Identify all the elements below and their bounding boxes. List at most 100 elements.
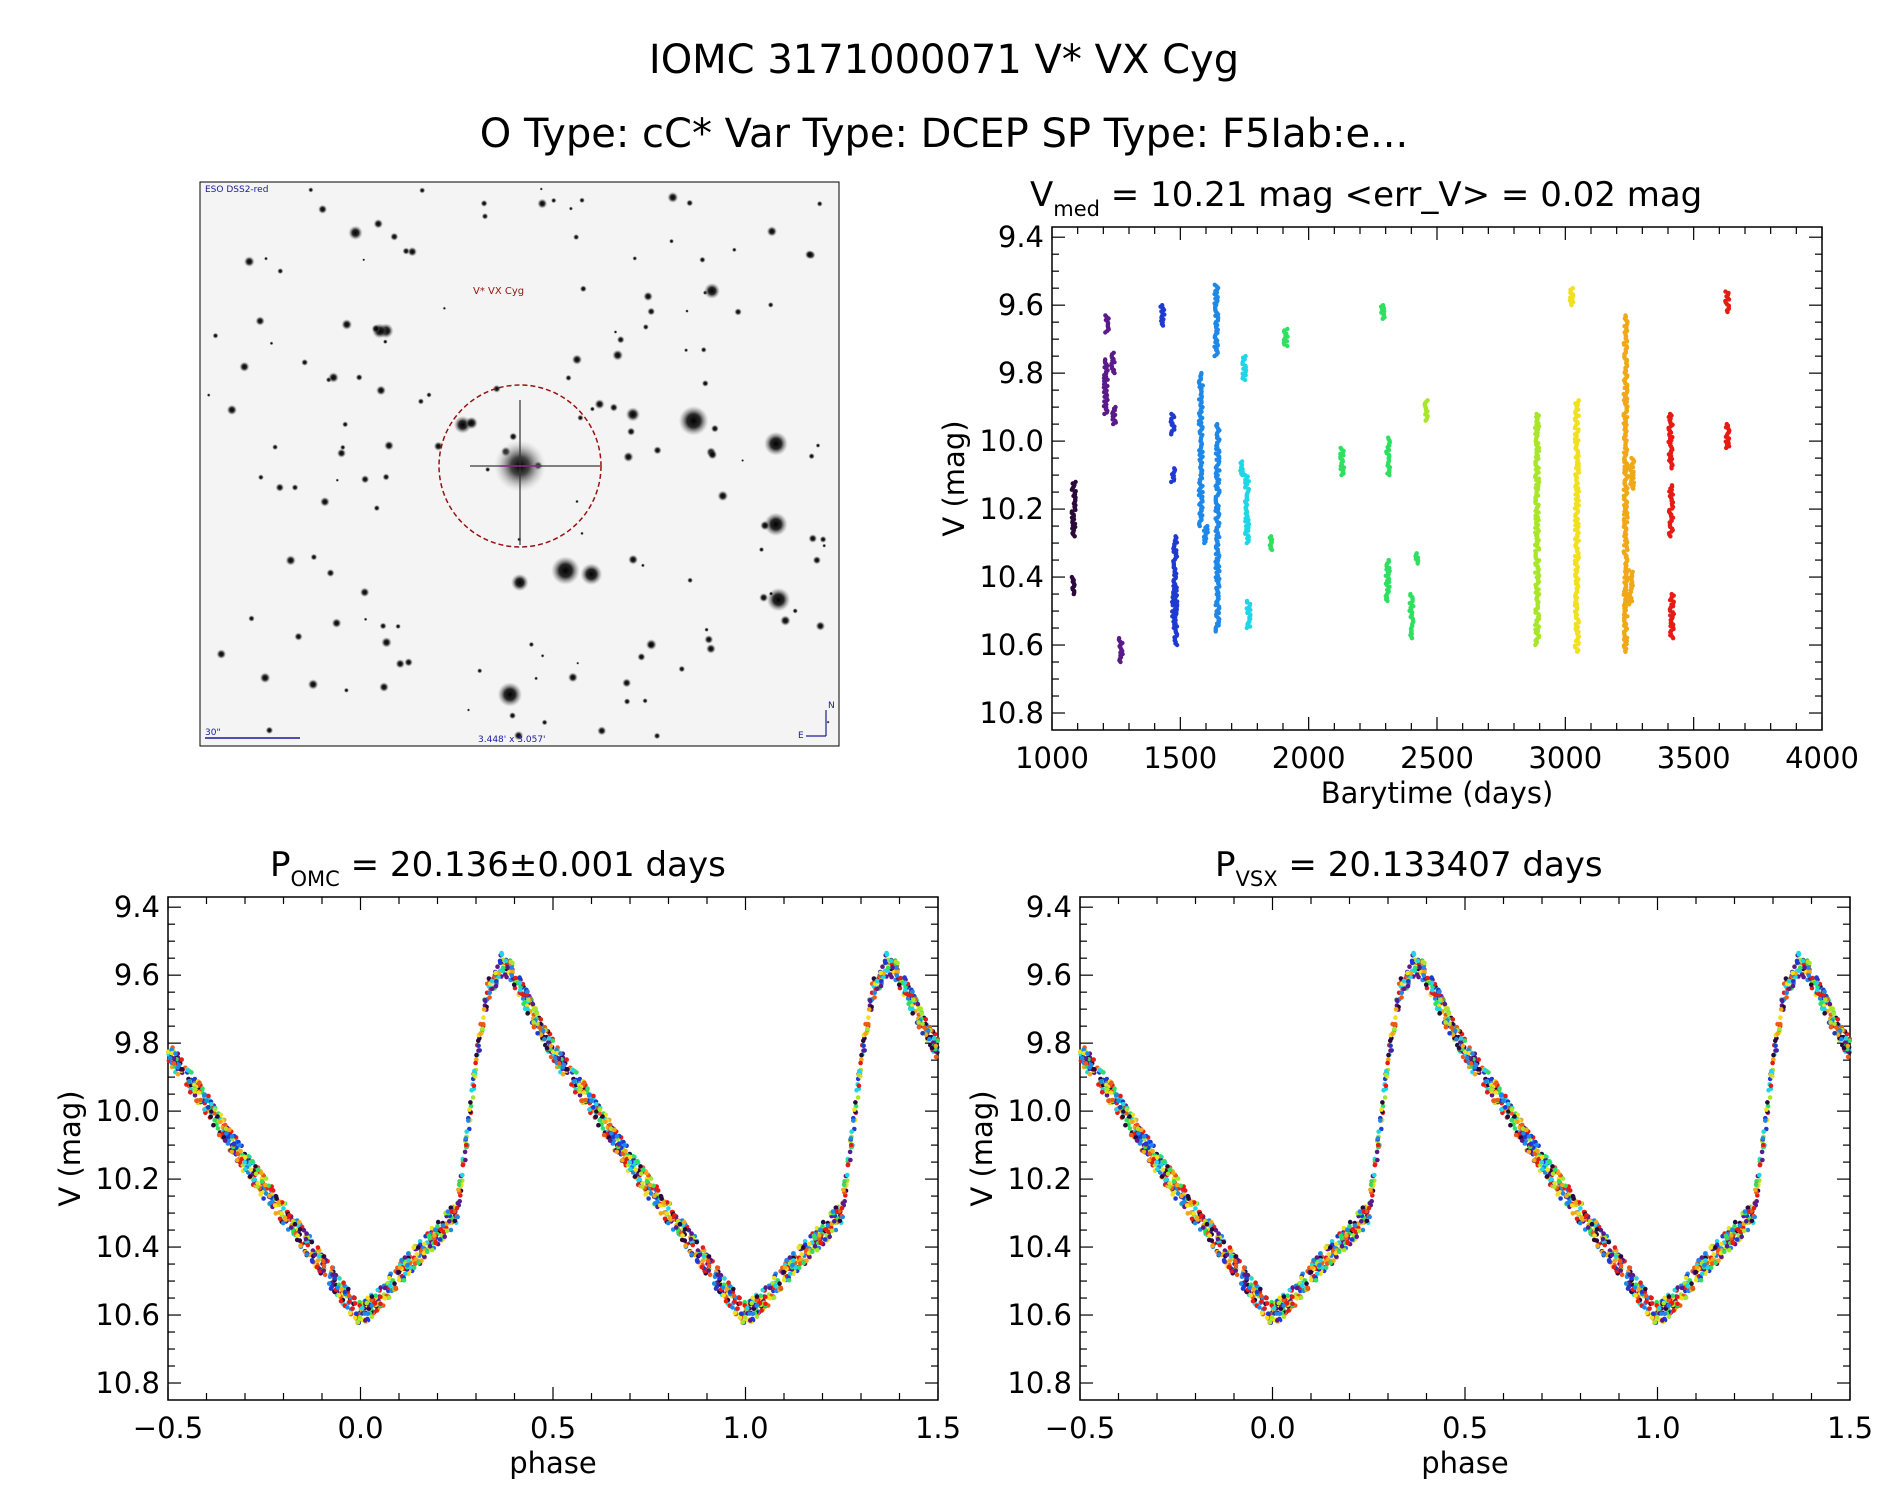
phase-omc-point (796, 1245, 801, 1250)
lightcurve-point (1569, 303, 1574, 308)
phase-omc-point (229, 1134, 235, 1139)
phase-omc-point (706, 1263, 712, 1268)
finder-image: ESO DSS2-red V* VX Cyg 30" 3.448' x 3.05… (199, 181, 840, 747)
phase-omc-point (347, 1310, 353, 1316)
phase-vsx-xtick-label: 0.0 (1249, 1411, 1295, 1445)
phase-omc-point (866, 1015, 871, 1020)
phase-omc-point (505, 965, 510, 970)
phase-omc-point (600, 1126, 606, 1131)
lightcurve-point (1626, 602, 1632, 607)
phase-omc-point (706, 1254, 712, 1259)
phase-omc-point (531, 1007, 536, 1012)
finder-star (667, 191, 679, 203)
phase-vsx-point (1087, 1071, 1093, 1077)
phase-omc-point (648, 1182, 653, 1188)
finder-star (285, 555, 296, 566)
lightcurve-point (1244, 540, 1250, 546)
finder-star (373, 219, 384, 229)
phase-omc-point (427, 1244, 433, 1249)
phase-omc-point (735, 1306, 740, 1311)
phase-omc-point (777, 1281, 782, 1286)
phase-omc-point (438, 1227, 444, 1232)
phase-omc-point (603, 1119, 608, 1125)
lightcurve-xtick-label: 1000 (1015, 741, 1089, 775)
finder-star (342, 421, 349, 428)
phase-omc-point (457, 1199, 463, 1204)
phase-omc-point (386, 1275, 392, 1281)
phase-omc-point (706, 1268, 711, 1273)
compass-north-label: N (828, 701, 835, 711)
phase-omc-point (493, 970, 498, 976)
phase-omc-point (303, 1236, 309, 1242)
phase-omc-point (263, 1176, 269, 1181)
phase-omc-point (460, 1162, 466, 1168)
phase-omc-point (902, 980, 908, 986)
phase-vsx-xlabel: phase (1421, 1446, 1509, 1480)
phase-omc-point (204, 1098, 209, 1103)
phase-omc-point (749, 1300, 754, 1306)
phase-vsx-xtick-label: 1.5 (1827, 1411, 1873, 1445)
phase-omc-point (552, 1056, 558, 1061)
phase-omc-point (822, 1237, 828, 1242)
finder-star (819, 535, 827, 543)
lightcurve-point (1339, 472, 1344, 478)
phase-omc-point (467, 1107, 472, 1112)
phase-omc-point (818, 1240, 824, 1246)
phase-omc-point (386, 1295, 392, 1300)
phase-omc-point (363, 1318, 368, 1323)
finder-star (382, 473, 390, 481)
phase-omc-point (206, 1093, 211, 1099)
finder-star (642, 698, 648, 704)
lightcurve-point (1671, 636, 1676, 641)
phase-vsx-point (1671, 1308, 1676, 1313)
phase-omc-point (396, 1270, 402, 1275)
phase-vsx-ytick-label: 10.0 (1007, 1094, 1072, 1128)
phase-omc-point (535, 1031, 540, 1036)
phase-omc-point (740, 1320, 746, 1325)
phase-vsx-point (1792, 964, 1797, 969)
phase-omc-point (258, 1192, 263, 1197)
phase-omc-point (253, 1171, 259, 1177)
phase-omc-point (466, 1118, 471, 1123)
finder-star (540, 653, 545, 658)
finder-star (731, 247, 737, 253)
phase-omc-point (392, 1281, 397, 1286)
phase-omc-point (429, 1247, 435, 1253)
phase-omc-point (748, 1318, 753, 1323)
phase-omc-point (494, 979, 499, 984)
phase-omc-point (786, 1278, 792, 1283)
lightcurve-point (1105, 377, 1110, 382)
lightcurve-point (1631, 486, 1636, 491)
phase-omc-point (558, 1051, 563, 1056)
lightcurve-ytick-label: 9.4 (998, 220, 1044, 254)
phase-omc-point (861, 1043, 866, 1048)
phase-omc-point (801, 1245, 806, 1250)
phase-omc-point (414, 1252, 420, 1257)
phase-omc-point (167, 1056, 173, 1061)
lightcurve-points (1069, 282, 1732, 665)
phase-omc-point (369, 1294, 375, 1299)
phase-omc-point (858, 1060, 863, 1066)
finder-star (492, 384, 501, 393)
phase-omc-point (373, 1293, 379, 1298)
lightcurve-point (1244, 625, 1250, 631)
phase-omc-point (628, 1166, 633, 1172)
phase-omc-point (411, 1245, 417, 1250)
finder-star (395, 659, 405, 669)
phase-omc-point (596, 1122, 601, 1128)
finder-star (628, 554, 639, 565)
phase-omc-point (738, 1311, 744, 1316)
finder-star (264, 256, 268, 261)
phase-omc-point (593, 1114, 599, 1120)
phase-vsx-ytick-label: 10.2 (1007, 1162, 1072, 1196)
phase-omc-point (848, 1136, 854, 1141)
lightcurve-point (1243, 485, 1248, 490)
phase-omc-point (342, 1289, 348, 1295)
phase-omc-point (732, 1299, 737, 1304)
lightcurve-point (1105, 383, 1110, 389)
phase-omc-point (432, 1233, 437, 1238)
phase-omc-point (476, 1043, 481, 1048)
finder-star (640, 563, 645, 568)
phase-omc-point (280, 1220, 286, 1226)
finder-star (826, 720, 830, 724)
